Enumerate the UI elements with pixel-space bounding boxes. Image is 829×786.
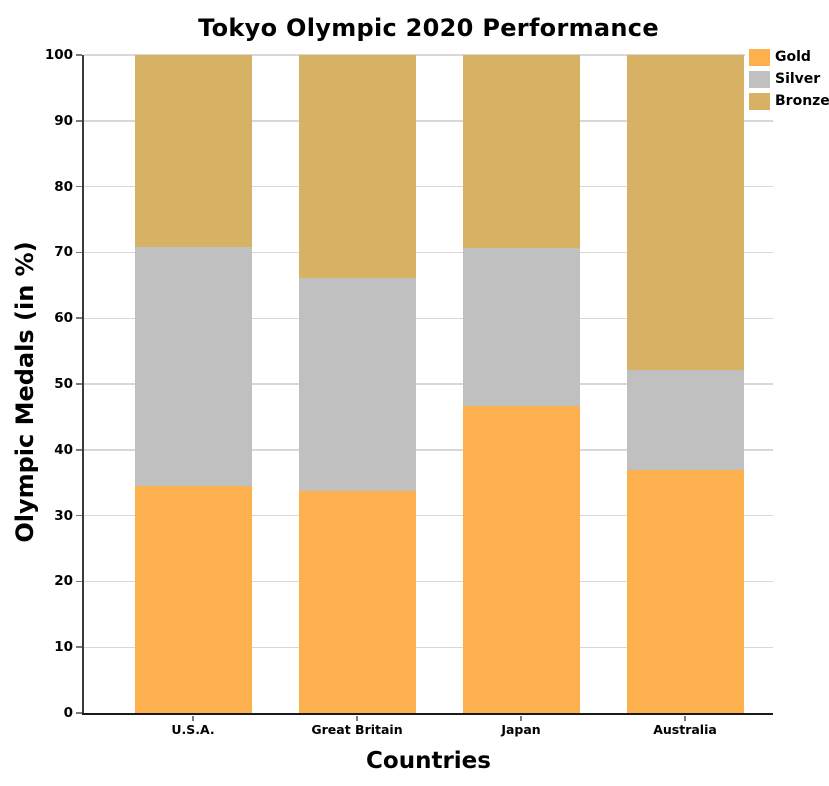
bar-segment-australia-gold [626,469,744,713]
legend-swatch-bronze-icon [749,93,770,110]
gridline-50 [84,383,773,385]
gridline-20 [84,580,773,583]
x-tick-mark-australia [684,716,686,721]
y-tick-mark-0 [76,712,82,714]
x-tick-mark-great-britain [356,716,358,721]
gridline-10 [84,646,773,648]
y-tick-mark-50 [76,383,82,385]
y-tick-label-90: 90 [54,112,73,129]
y-tick-mark-10 [76,646,82,648]
x-tick-label-australia: Australia [653,722,717,737]
gridline-100 [84,54,773,56]
y-tick-mark-70 [76,251,82,254]
x-tick-mark-japan [520,716,522,721]
y-tick-label-100: 100 [44,47,73,63]
y-tick-label-40: 40 [54,441,73,458]
y-tick-label-80: 80 [54,178,73,195]
bar-segment-japan-bronze [462,55,580,248]
y-axis-spine [82,55,84,715]
y-tick-mark-20 [76,580,82,583]
gridline-90 [84,120,773,122]
x-tick-mark-u-s-a [192,716,194,721]
legend-label-silver: Silver [775,71,821,87]
x-axis-spine [82,713,773,715]
bar-segment-japan-gold [462,406,580,713]
gridline-80 [84,186,773,188]
y-tick-mark-100 [76,54,82,56]
x-tick-label-great-britain: Great Britain [311,722,403,737]
y-tick-mark-90 [76,120,82,122]
y-tick-label-30: 30 [54,507,73,524]
bar-segment-australia-silver [626,369,744,470]
legend-item-silver: Silver [749,71,829,88]
y-tick-label-20: 20 [54,573,73,590]
y-tick-mark-60 [76,317,82,319]
legend-label-gold: Gold [775,49,811,65]
y-tick-mark-80 [76,185,82,188]
y-tick-label-50: 50 [54,376,73,392]
legend-label-bronze: Bronze [775,93,829,109]
y-tick-label-70: 70 [54,244,73,261]
y-tick-mark-30 [76,514,82,517]
chart-title: Tokyo Olympic 2020 Performance [198,14,659,42]
gridline-70 [84,251,773,254]
y-tick-label-60: 60 [54,310,73,327]
legend-swatch-silver-icon [749,71,770,88]
gridline-60 [84,317,773,319]
bar-segment-u-s-a-bronze [134,55,252,248]
bar-segment-australia-bronze [626,55,744,370]
bar-segment-u-s-a-silver [134,247,252,486]
x-tick-label-japan: Japan [501,722,541,737]
legend: Gold Silver Bronze [745,46,829,118]
bar-segment-great-britain-silver [298,278,416,491]
legend-item-gold: Gold [749,49,829,66]
gridline-30 [84,515,773,517]
y-tick-mark-40 [76,449,82,451]
y-tick-label-10: 10 [54,639,73,656]
x-axis-label: Countries [366,748,491,774]
y-tick-label-0: 0 [63,705,73,721]
x-tick-label-u-s-a: U.S.A. [171,722,215,737]
bar-segment-great-britain-bronze [298,55,416,279]
bar-segment-great-britain-gold [298,490,416,713]
plot-area [84,54,773,713]
gridline-40 [84,449,773,451]
legend-swatch-gold-icon [749,49,770,66]
legend-item-bronze: Bronze [749,93,829,110]
bar-segment-japan-silver [462,247,580,407]
bar-segment-u-s-a-gold [134,486,252,713]
